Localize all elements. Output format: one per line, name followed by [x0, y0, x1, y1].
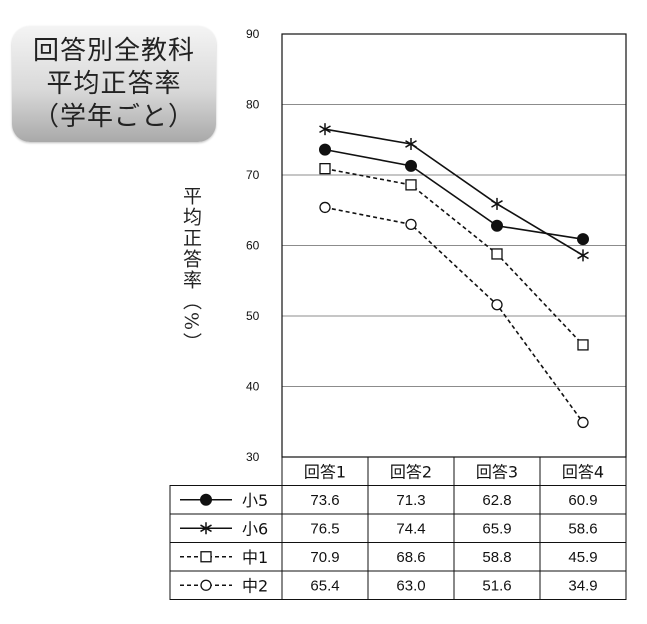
- y-tick-label: 90: [246, 27, 260, 41]
- series-line-1: [324, 148, 584, 240]
- data-value-label: 34.9: [568, 577, 597, 594]
- data-point: [577, 249, 589, 262]
- series-line-2: [324, 128, 584, 257]
- legend-series-name: 小5: [242, 491, 268, 510]
- data-point: [491, 299, 503, 311]
- data-value-label: 63.0: [396, 577, 425, 594]
- legend-marker: [200, 522, 212, 535]
- y-tick-label: 30: [246, 450, 260, 464]
- y-tick-label: 80: [246, 98, 260, 112]
- data-point: [577, 233, 589, 246]
- legend-series-name: 中1: [242, 548, 268, 567]
- x-category-label: 回答4: [562, 462, 604, 481]
- data-value-label: 62.8: [482, 492, 511, 509]
- series-line-3: [324, 167, 584, 346]
- data-value-label: 76.5: [310, 520, 339, 537]
- y-tick-label: 40: [246, 380, 260, 394]
- data-value-label: 60.9: [568, 492, 597, 509]
- x-category-label: 回答1: [304, 462, 346, 481]
- data-value-label: 58.6: [568, 520, 597, 537]
- series-line-4: [324, 206, 584, 423]
- asterisk-stroke: [319, 125, 331, 134]
- data-value-label: 68.6: [396, 549, 425, 566]
- data-value-label: 51.6: [482, 577, 511, 594]
- asterisk-stroke: [577, 251, 589, 260]
- x-category-label: 回答2: [390, 462, 432, 481]
- data-point: [405, 137, 417, 150]
- data-point: [319, 123, 331, 136]
- chart-title-line-2: 平均正答率: [46, 68, 182, 99]
- data-point: [405, 159, 417, 172]
- data-value-label: 65.4: [310, 577, 339, 594]
- asterisk-stroke: [200, 524, 212, 533]
- legend-series-name: 小6: [242, 519, 268, 538]
- data-value-label: 74.4: [396, 520, 425, 537]
- data-value-label: 65.9: [482, 520, 511, 537]
- data-point: [405, 179, 417, 191]
- chart-title-line-3: （学年ごと）: [32, 101, 195, 132]
- y-axis-label: 平均正答率（%）: [180, 186, 202, 354]
- chart-title-line-1: 回答別全教科: [32, 35, 195, 66]
- data-point: [405, 218, 417, 231]
- data-point: [491, 197, 503, 210]
- data-point: [319, 163, 331, 175]
- asterisk-stroke: [491, 200, 503, 208]
- asterisk-stroke: [405, 140, 417, 148]
- legend-marker: [200, 579, 212, 591]
- data-point: [319, 143, 331, 156]
- data-point: [577, 416, 589, 429]
- data-value-label: 70.9: [310, 549, 339, 566]
- data-value-label: 58.8: [482, 549, 511, 566]
- data-point: [577, 339, 589, 351]
- legend-marker: [200, 551, 212, 563]
- legend-marker: [200, 493, 212, 506]
- data-value-label: 45.9: [568, 549, 597, 566]
- y-tick-label: 70: [246, 168, 260, 182]
- data-point: [319, 201, 331, 214]
- data-value-label: 73.6: [310, 492, 339, 509]
- x-category-label: 回答3: [476, 462, 518, 481]
- data-point: [491, 219, 503, 232]
- data-point: [491, 248, 503, 260]
- chart-title-box: 回答別全教科 平均正答率 （学年ごと）: [12, 26, 216, 142]
- y-tick-label: 60: [246, 239, 260, 253]
- y-tick-label: 50: [246, 309, 260, 323]
- data-value-label: 71.3: [396, 492, 425, 509]
- legend-series-name: 中2: [242, 576, 268, 595]
